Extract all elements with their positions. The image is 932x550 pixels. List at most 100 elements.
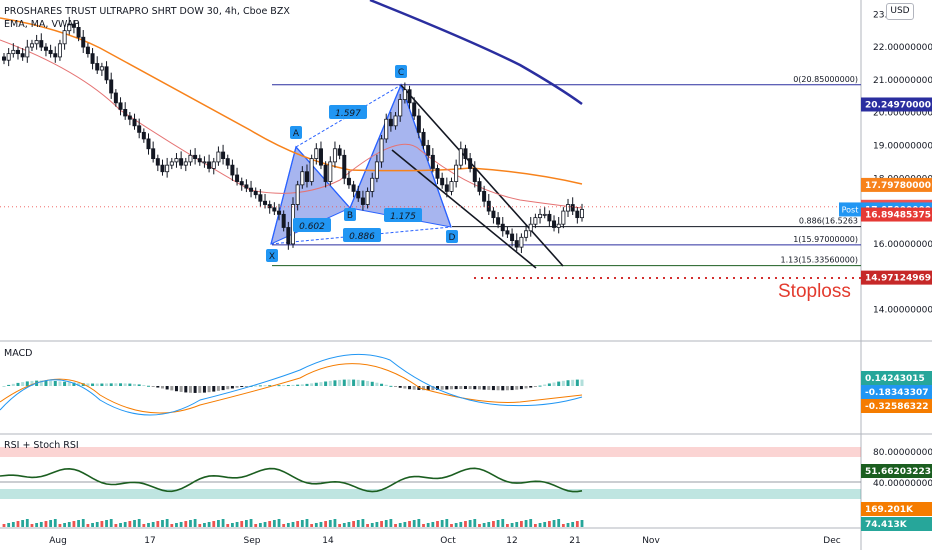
candle (57, 43, 62, 58)
volume-bar (352, 521, 355, 527)
candle (104, 66, 109, 81)
candle (2, 56, 7, 61)
rsi-overbought-band (0, 447, 861, 457)
macd-histogram-bar (53, 380, 57, 386)
macd-histogram-bar (361, 380, 365, 386)
volume-bar (58, 524, 62, 527)
candle (370, 177, 375, 192)
candle (328, 161, 333, 182)
volume-bar (198, 524, 202, 527)
volume-bar (221, 519, 225, 527)
candle (281, 213, 286, 228)
volume-bar (417, 519, 421, 527)
price-tag-label: 20.24970000 (865, 100, 931, 110)
macd-histogram-bar (352, 379, 356, 386)
volume-bar (305, 519, 309, 527)
macd-histogram-bar (184, 386, 188, 393)
volume-bar (49, 520, 53, 527)
macd-histogram-bar (333, 380, 337, 386)
macd-histogram-bar (561, 380, 565, 386)
macd-histogram-bar (328, 380, 332, 386)
time-tick-label: 14 (322, 536, 334, 546)
price-tick-label: 14.00000000 (873, 305, 932, 315)
candle (388, 118, 393, 127)
macd-histogram-bar (338, 379, 342, 386)
candle (202, 161, 207, 164)
candle (43, 46, 48, 51)
candle (430, 154, 435, 169)
volume-bar (338, 524, 342, 527)
macd-line (0, 353, 583, 416)
currency-button[interactable]: USD (886, 3, 914, 20)
volume-bar (100, 521, 104, 527)
candle (556, 223, 561, 228)
candle (244, 184, 249, 189)
candle (318, 148, 323, 166)
volume-bar (403, 522, 407, 527)
rsi-title[interactable]: RSI + Stoch RSI (4, 440, 79, 451)
macd-histogram-bar (547, 383, 551, 386)
candle (193, 154, 198, 160)
macd-histogram-bar (123, 383, 127, 386)
candle (113, 92, 118, 104)
harmonic-ratio-label: 0.886 (349, 232, 375, 242)
indicator-value-label: 51.66203223 (865, 467, 931, 477)
candle (272, 207, 277, 212)
macd-histogram-bar (30, 380, 34, 386)
candle (249, 187, 254, 192)
volume-bar (450, 524, 453, 527)
macd-histogram-bar (2, 386, 6, 387)
candle (286, 227, 291, 245)
macd-histogram-bar (538, 385, 542, 387)
macd-histogram-bar (449, 386, 453, 390)
price-tag (861, 270, 932, 285)
candle (15, 49, 20, 55)
harmonic-point-label: D (449, 233, 456, 243)
macd-histogram-bar (277, 385, 281, 387)
candle (528, 223, 533, 232)
macd-histogram-bar (314, 382, 318, 386)
candle (95, 63, 100, 71)
volume-bar (189, 520, 192, 527)
volume-bar (557, 519, 561, 527)
indicator-legend[interactable]: EMA, MA, VWAP (4, 19, 80, 30)
macd-histogram-bar (403, 386, 407, 389)
volume-bar (310, 524, 314, 527)
volume-bar (370, 523, 374, 527)
macd-title[interactable]: MACD (4, 348, 33, 359)
harmonic-ratio-label: 1.597 (335, 109, 361, 119)
macd-histogram-bar (529, 386, 533, 388)
candle (463, 148, 468, 159)
volume-bar (380, 521, 383, 527)
candle (239, 181, 244, 186)
candle (277, 210, 282, 215)
volume-bar (193, 519, 197, 527)
volume-bar (347, 522, 351, 527)
candle (300, 171, 305, 186)
volume-bar (11, 522, 15, 527)
candle (62, 30, 67, 45)
price-tag (861, 207, 932, 222)
harmonic-point-badge (446, 230, 458, 243)
harmonic-ratio-badge (384, 208, 422, 222)
volume-bar (366, 524, 369, 527)
candle (295, 184, 300, 205)
trend-channel-upper (400, 84, 564, 267)
candle (524, 230, 529, 238)
candle (225, 158, 230, 166)
volume-bar (361, 519, 365, 527)
macd-histogram-bar (263, 385, 267, 387)
macd-histogram-bar (510, 386, 514, 391)
macd-histogram-bar (128, 383, 132, 386)
candle (230, 164, 235, 176)
volume-bar (454, 523, 458, 527)
volume-bar (300, 520, 304, 527)
candle (267, 204, 272, 209)
macd-histogram-bar (543, 384, 547, 386)
price-tag-label: 17.79780000 (865, 181, 931, 191)
harmonic-point-badge (266, 249, 278, 262)
macd-histogram-bar (21, 382, 25, 386)
candle (458, 148, 463, 166)
price-tag-label: 16.89485375 (865, 211, 931, 221)
